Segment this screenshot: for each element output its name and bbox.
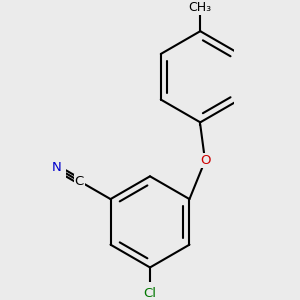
Text: CH₃: CH₃ <box>189 1 212 14</box>
Text: C: C <box>75 175 84 188</box>
Text: N: N <box>52 161 61 174</box>
Text: Cl: Cl <box>143 287 157 300</box>
Text: O: O <box>200 154 210 167</box>
